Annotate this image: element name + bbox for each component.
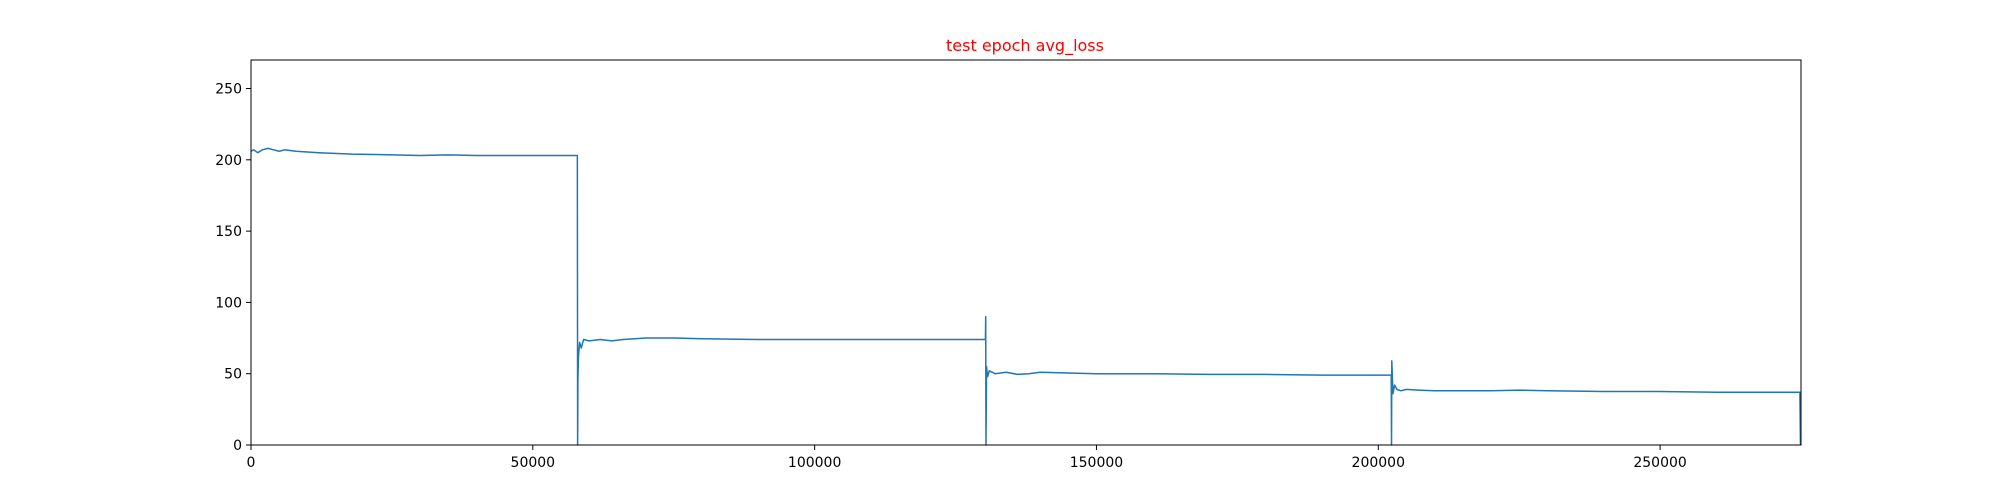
x-tick-label: 50000 xyxy=(511,455,556,471)
x-axis: 0 50000 100000 150000 200000 250000 xyxy=(247,445,1687,471)
x-tick-label: 200000 xyxy=(1352,455,1405,471)
plot-area xyxy=(250,147,1802,446)
chart-title: test epoch avg_loss xyxy=(946,36,1104,56)
y-tick-label: 150 xyxy=(215,224,242,240)
x-tick-label: 150000 xyxy=(1070,455,1123,471)
y-tick-label: 200 xyxy=(215,153,242,169)
y-tick-label: 250 xyxy=(215,82,242,98)
y-axis: 0 50 100 150 200 250 xyxy=(215,82,251,454)
x-tick-label: 100000 xyxy=(788,455,841,471)
series-line-0 xyxy=(250,147,1802,446)
y-tick-label: 50 xyxy=(224,367,242,383)
y-tick-label: 0 xyxy=(233,438,242,454)
y-tick-label: 100 xyxy=(215,295,242,311)
x-tick-label: 250000 xyxy=(1633,455,1686,471)
plot-frame xyxy=(250,59,1802,446)
x-tick-label: 0 xyxy=(247,455,256,471)
